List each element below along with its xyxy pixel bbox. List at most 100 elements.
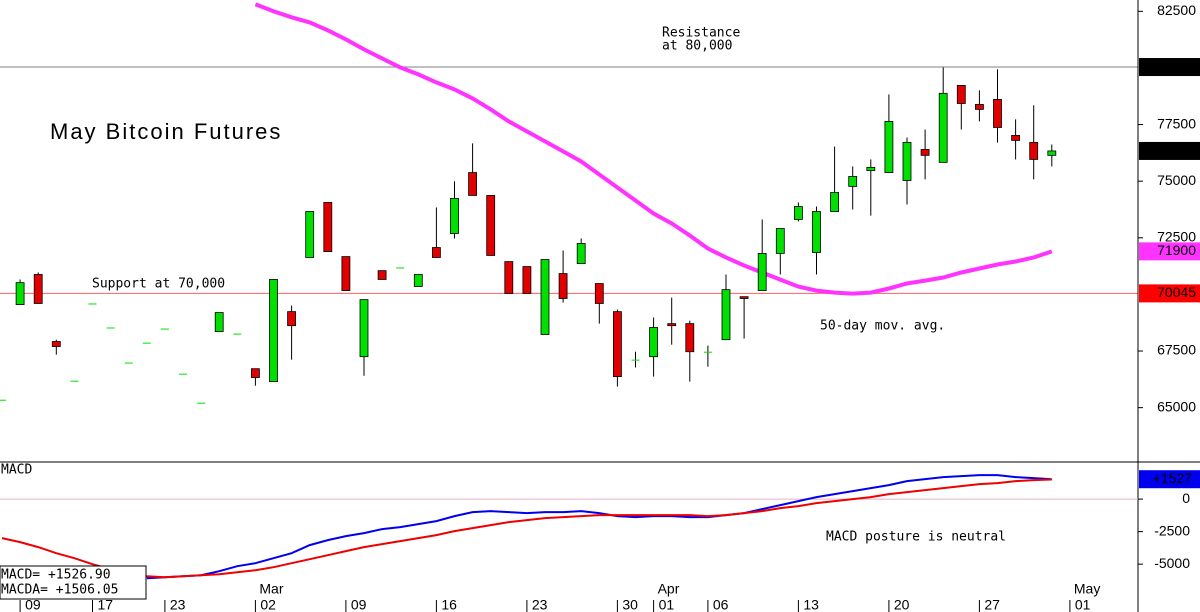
value-box xyxy=(1139,470,1200,489)
candle-body xyxy=(848,176,858,187)
x-tick-label: 01 xyxy=(659,597,675,612)
legend-entry: MACDA= +1506.05 xyxy=(1,583,118,598)
y-tick-label: 65000 xyxy=(1157,398,1196,414)
candle-body xyxy=(124,362,133,364)
value-label: 71900 xyxy=(1157,242,1196,258)
candle-body xyxy=(703,351,712,353)
candle-body xyxy=(341,256,351,291)
series-line xyxy=(146,474,1052,580)
y-tick-label: 75000 xyxy=(1157,172,1196,188)
x-tick-label: 16 xyxy=(441,597,457,612)
x-tick-label: 23 xyxy=(170,597,186,612)
candle-body xyxy=(920,149,930,156)
y-tick-label: -2500 xyxy=(1154,522,1190,538)
candle-body xyxy=(396,267,405,269)
candle-body xyxy=(975,104,984,110)
panel-title: MACD xyxy=(1,463,32,478)
value-box xyxy=(1139,58,1200,77)
annotation: Support at 70,000 xyxy=(92,277,225,292)
candle-body xyxy=(15,282,25,306)
candle-body xyxy=(431,247,441,258)
candle-body xyxy=(287,311,297,327)
x-tick-label: 13 xyxy=(803,597,819,612)
candle-body xyxy=(721,289,731,341)
candle-body xyxy=(377,270,387,280)
candle-body xyxy=(305,211,315,258)
candle-body xyxy=(884,120,894,173)
candle-body xyxy=(794,206,803,220)
y-tick-label: 77500 xyxy=(1157,115,1196,131)
candle-body xyxy=(269,279,278,383)
x-tick-label: 27 xyxy=(984,597,1000,612)
candle-body xyxy=(33,274,43,304)
candle-body xyxy=(613,311,622,378)
candle-body xyxy=(775,228,785,254)
candle-body xyxy=(540,259,550,335)
candle-body xyxy=(739,296,749,299)
candle-body xyxy=(106,327,115,329)
candle-body xyxy=(1011,135,1020,141)
x-tick-label: 30 xyxy=(622,597,638,612)
candle-body xyxy=(323,202,333,253)
candle-body xyxy=(359,299,369,358)
value-box xyxy=(1139,141,1200,160)
candle-body xyxy=(830,192,839,212)
candle-body xyxy=(504,261,514,294)
candle-body xyxy=(468,172,478,196)
value-box xyxy=(1139,242,1200,261)
series-line xyxy=(254,2,1053,296)
y-tick-label: -5000 xyxy=(1154,555,1190,571)
x-tick-label: 23 xyxy=(532,597,548,612)
candle-body xyxy=(486,195,496,256)
candle-body xyxy=(594,283,604,304)
candle-body xyxy=(70,380,79,382)
candle-body xyxy=(179,373,187,375)
x-tick-label: 01 xyxy=(1075,597,1091,612)
x-tick-label: 09 xyxy=(351,597,367,612)
y-tick-label: 0 xyxy=(1182,490,1190,506)
candle-body xyxy=(866,166,876,171)
candle-body xyxy=(51,341,61,347)
value-label: 70045 xyxy=(1157,284,1196,300)
candle-body xyxy=(214,312,224,332)
candle-body xyxy=(450,197,459,234)
y-tick-label: 82500 xyxy=(1157,2,1196,18)
month-label: Apr xyxy=(658,581,680,597)
candle-body xyxy=(812,211,821,253)
candle-body xyxy=(685,323,695,353)
candle-body xyxy=(413,274,423,287)
candle-body xyxy=(649,327,658,358)
legend-box xyxy=(0,565,147,600)
candle-body xyxy=(667,323,677,327)
value-label: 76335 xyxy=(1157,142,1196,158)
y-tick-label: 67500 xyxy=(1157,342,1196,358)
candle-body xyxy=(576,243,586,265)
candle-body xyxy=(160,328,169,330)
value-label: +1527 xyxy=(1153,470,1193,486)
legend-entry: MACD= +1526.90 xyxy=(1,568,111,583)
x-tick-label: 09 xyxy=(25,597,41,612)
annotation: Resistance xyxy=(662,26,740,41)
x-tick-label: 02 xyxy=(260,597,276,612)
candle-body xyxy=(233,333,242,335)
candle-body xyxy=(631,359,640,361)
x-tick-label: 20 xyxy=(894,597,910,612)
month-label: Mar xyxy=(259,581,283,597)
candle-body xyxy=(558,273,568,299)
series-line xyxy=(1,478,1052,579)
annotation: at 80,000 xyxy=(662,39,732,54)
y-tick-label: 72500 xyxy=(1157,228,1196,244)
x-tick-label: 06 xyxy=(713,597,729,612)
value-label: 80040 xyxy=(1157,58,1196,74)
candle-body xyxy=(142,342,151,344)
candle-body xyxy=(902,142,912,181)
candle-body xyxy=(757,253,767,291)
annotation: MACD posture is neutral xyxy=(826,530,1006,545)
value-box xyxy=(1139,284,1200,303)
candle-body xyxy=(1047,150,1057,156)
chart-title: May Bitcoin Futures xyxy=(50,119,282,144)
candle-body xyxy=(956,84,966,104)
